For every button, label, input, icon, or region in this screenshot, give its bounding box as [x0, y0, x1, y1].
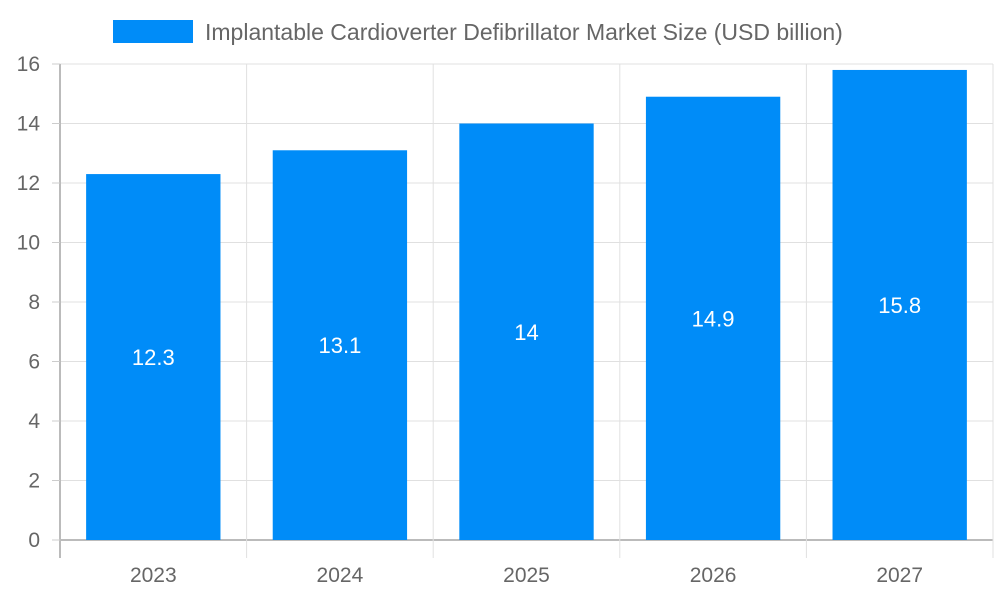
y-tick-label: 0 [28, 529, 40, 552]
x-tick-label: 2026 [690, 564, 737, 587]
x-tick-label: 2025 [503, 564, 550, 587]
data-label: 15.8 [878, 293, 921, 318]
y-tick-label: 10 [17, 232, 40, 255]
y-tick-label: 16 [17, 53, 40, 76]
data-label: 12.3 [132, 345, 175, 370]
x-tick-label: 2024 [317, 564, 364, 587]
y-tick-label: 14 [17, 113, 41, 136]
y-tick-label: 4 [28, 410, 40, 433]
x-tick-label: 2027 [876, 564, 923, 587]
legend[interactable]: Implantable Cardioverter Defibrillator M… [113, 19, 843, 45]
legend-swatch [113, 20, 193, 43]
bars: 12.3 13.1 14 14.9 15.8 [86, 69, 967, 541]
y-tick-label: 2 [28, 470, 40, 493]
data-label: 14.9 [692, 306, 735, 331]
y-tick-label: 6 [28, 351, 40, 374]
y-tick-label: 12 [17, 172, 40, 195]
axes: 0 2 4 6 8 10 12 14 16 2023 2024 2025 2026 2027 [17, 53, 923, 587]
bar-2027[interactable] [832, 69, 967, 540]
x-tick-label: 2023 [130, 564, 177, 587]
bar-2025[interactable] [459, 123, 594, 541]
y-tick-label: 8 [28, 291, 40, 314]
legend-label: Implantable Cardioverter Defibrillator M… [205, 19, 843, 45]
data-label: 13.1 [318, 333, 361, 358]
data-label: 14 [514, 320, 538, 345]
bar-2023[interactable] [86, 174, 221, 540]
bar-2026[interactable] [645, 96, 781, 540]
bar-2024[interactable] [272, 150, 408, 540]
